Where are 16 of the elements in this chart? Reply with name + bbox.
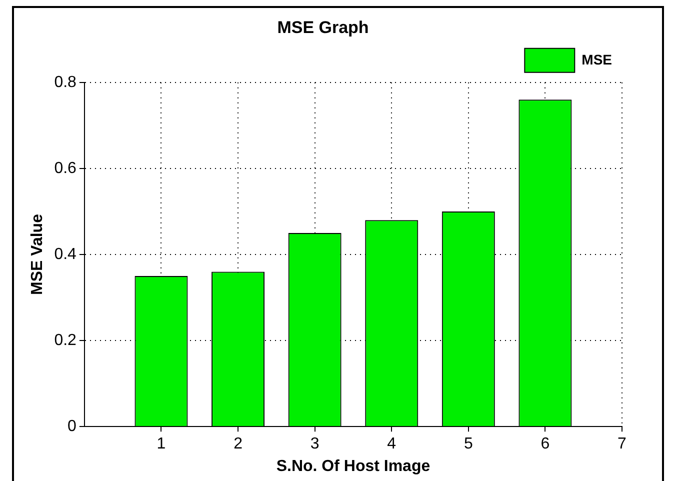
y-tick-label: 0.6 <box>54 160 77 177</box>
y-tick-label: 0.8 <box>54 74 77 91</box>
x-tick-label: 4 <box>387 436 396 453</box>
y-tick-label: 0.2 <box>54 332 77 349</box>
x-axis-title: S.No. Of Host Image <box>276 458 430 475</box>
chart-title: MSE Graph <box>277 18 369 37</box>
x-tick-label: 5 <box>464 436 473 453</box>
x-tick-label: 7 <box>618 436 627 453</box>
y-tick-label: 0 <box>68 418 77 436</box>
x-tick-label: 6 <box>540 436 550 453</box>
y-tick-label: 0.4 <box>54 246 77 263</box>
x-tick-label: 3 <box>310 436 320 453</box>
y-axis-title: MSE Value <box>29 214 46 295</box>
x-tick-label: 1 <box>156 436 166 453</box>
legend-label: MSE <box>582 51 612 68</box>
x-tick-label: 2 <box>234 436 243 453</box>
